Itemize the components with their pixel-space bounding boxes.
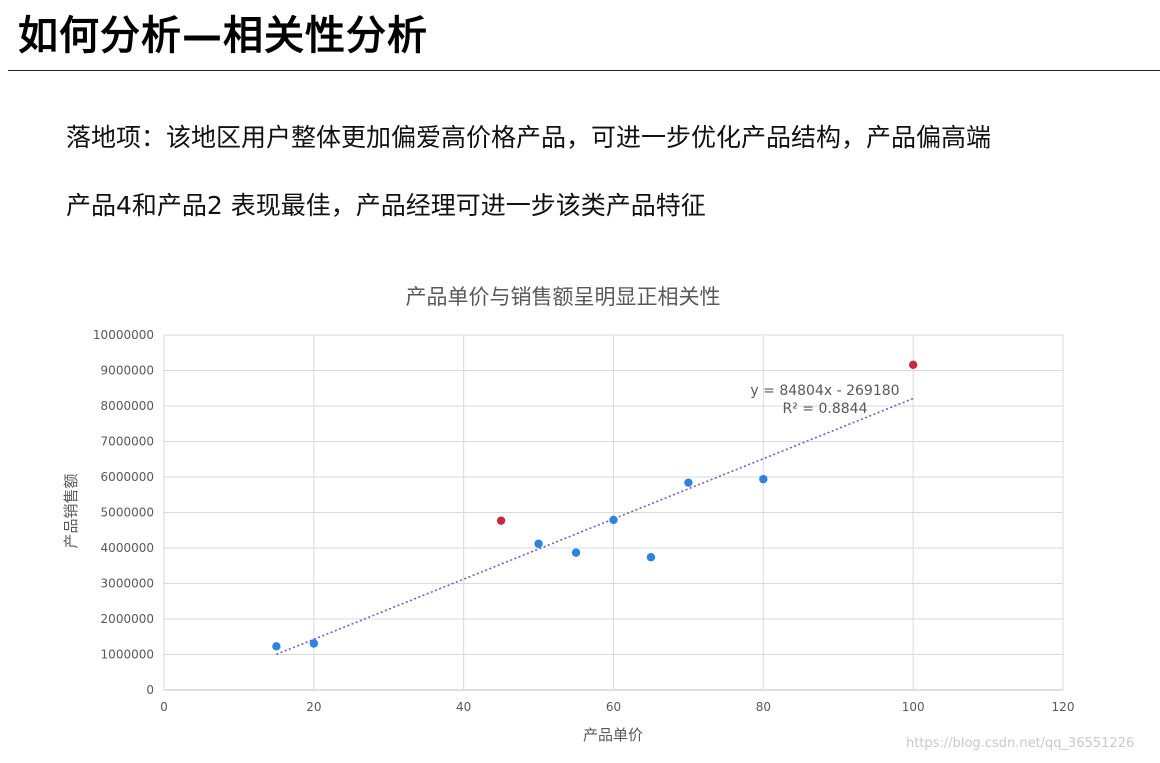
x-axis-ticks: 0 20 40 60 80 100 120 bbox=[160, 700, 1074, 714]
takeaway-line-2: 产品4和产品2 表现最佳，产品经理可进一步该类产品特征 bbox=[66, 191, 706, 220]
y-tick-label: 4000000 bbox=[101, 541, 154, 555]
trendline-r2: R² = 0.8844 bbox=[783, 401, 868, 417]
y-tick-label: 7000000 bbox=[101, 435, 154, 449]
scatter-chart: 产品单价与销售额呈明显正相关性 0 1000000 2000000 3000000 40… bbox=[62, 285, 1074, 744]
x-tick-label: 120 bbox=[1052, 700, 1075, 714]
data-point bbox=[309, 639, 319, 648]
trendline bbox=[276, 397, 914, 656]
data-point bbox=[646, 553, 656, 562]
x-tick-label: 0 bbox=[160, 700, 168, 714]
trendline-group bbox=[276, 397, 914, 656]
y-tick-label: 8000000 bbox=[101, 399, 154, 413]
y-tick-label: 3000000 bbox=[101, 577, 154, 591]
y-tick-label: 0 bbox=[146, 683, 154, 697]
data-point bbox=[534, 539, 543, 548]
y-axis-label: 产品销售额 bbox=[62, 473, 80, 548]
data-points bbox=[272, 360, 918, 651]
trendline-equation: y = 84804x - 269180 bbox=[750, 383, 899, 399]
data-point bbox=[272, 642, 281, 651]
y-tick-label: 1000000 bbox=[101, 648, 154, 662]
data-point bbox=[908, 360, 918, 370]
data-point bbox=[609, 515, 618, 525]
x-tick-label: 80 bbox=[756, 700, 771, 714]
x-axis-label: 产品单价 bbox=[583, 726, 643, 744]
x-tick-label: 40 bbox=[456, 700, 471, 714]
x-tick-label: 100 bbox=[902, 700, 925, 714]
y-tick-label: 2000000 bbox=[101, 612, 154, 626]
slide-title: 如何分析—相关性分析 bbox=[18, 13, 428, 59]
y-axis-ticks: 0 1000000 2000000 3000000 4000000 5000000 6000… bbox=[93, 328, 154, 697]
data-point bbox=[759, 474, 768, 484]
takeaway-line-1: 落地项：该地区用户整体更加偏爱高价格产品，可进一步优化产品结构，产品偏高端 bbox=[66, 123, 992, 152]
data-point bbox=[684, 478, 693, 487]
x-tick-label: 20 bbox=[306, 700, 321, 714]
data-point bbox=[571, 548, 581, 557]
title-divider bbox=[8, 70, 1160, 71]
y-tick-label: 6000000 bbox=[101, 470, 154, 484]
y-tick-label: 10000000 bbox=[93, 328, 154, 342]
y-tick-label: 9000000 bbox=[101, 364, 154, 378]
watermark: https://blog.csdn.net/qq_36551226 bbox=[906, 736, 1135, 751]
data-point bbox=[496, 516, 506, 525]
x-tick-label: 60 bbox=[606, 700, 621, 714]
chart-grid bbox=[163, 334, 1064, 691]
chart-title: 产品单价与销售额呈明显正相关性 bbox=[406, 285, 721, 309]
y-tick-label: 5000000 bbox=[101, 506, 154, 520]
